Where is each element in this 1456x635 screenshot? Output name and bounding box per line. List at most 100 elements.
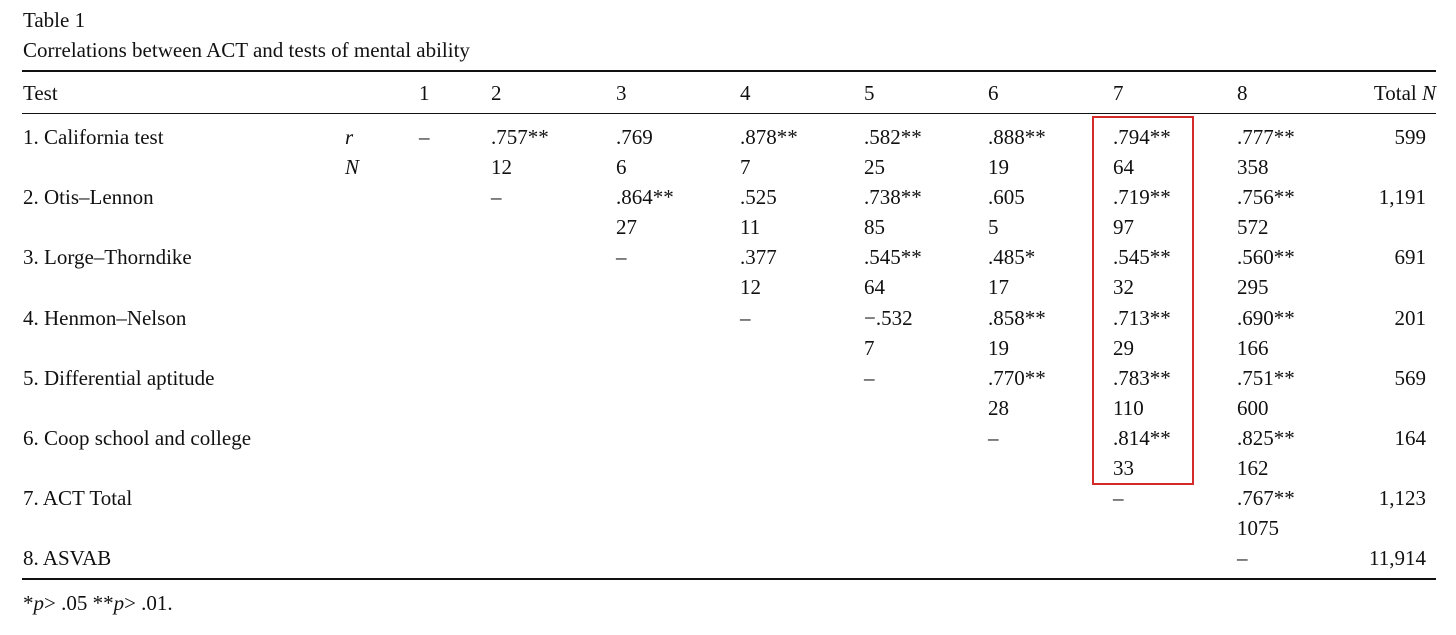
correlation-cell: .525 bbox=[740, 185, 777, 209]
correlation-cell: .719** bbox=[1113, 185, 1171, 209]
correlation-cell: .858** bbox=[988, 306, 1046, 330]
column-header-5: 5 bbox=[864, 81, 875, 105]
sample-size-cell: 12 bbox=[491, 155, 512, 179]
sample-size-cell: 5 bbox=[988, 215, 999, 239]
total-n-cell: 1,123 bbox=[1378, 486, 1426, 510]
column-header-4: 4 bbox=[740, 81, 751, 105]
sample-size-cell: 29 bbox=[1113, 336, 1134, 360]
row-label: 3. Lorge–Thorndike bbox=[23, 245, 192, 269]
correlation-cell: .605 bbox=[988, 185, 1025, 209]
sample-size-cell: 97 bbox=[1113, 215, 1134, 239]
correlation-cell: .888** bbox=[988, 125, 1046, 149]
correlation-cell: .769 bbox=[616, 125, 653, 149]
column-header-6: 6 bbox=[988, 81, 999, 105]
column-header-7: 7 bbox=[1113, 81, 1124, 105]
row-label: 4. Henmon–Nelson bbox=[23, 306, 187, 330]
sample-size-cell: 33 bbox=[1113, 456, 1134, 480]
sample-size-cell: 28 bbox=[988, 396, 1009, 420]
correlation-cell: .751** bbox=[1237, 366, 1295, 390]
correlation-cell: .690** bbox=[1237, 306, 1295, 330]
correlation-cell: −.532 bbox=[864, 306, 913, 330]
sample-size-cell: 11 bbox=[740, 215, 761, 239]
sample-size-cell: 295 bbox=[1237, 275, 1269, 299]
sample-size-cell: 572 bbox=[1237, 215, 1269, 239]
correlation-cell: – bbox=[491, 185, 502, 209]
correlation-cell: – bbox=[740, 306, 751, 330]
footnote-star: * bbox=[23, 591, 34, 615]
row-label: 1. California test bbox=[23, 125, 164, 149]
correlation-cell: .738** bbox=[864, 185, 922, 209]
correlation-cell: – bbox=[1113, 486, 1124, 510]
correlation-cell: .485* bbox=[988, 245, 1036, 269]
total-n-cell: 164 bbox=[1394, 426, 1427, 450]
correlation-cell: – bbox=[616, 245, 627, 269]
total-n-cell: 691 bbox=[1394, 245, 1427, 269]
sample-size-cell: 358 bbox=[1237, 155, 1269, 179]
header-rule bbox=[22, 113, 1436, 114]
total-n-cell: 1,191 bbox=[1378, 185, 1426, 209]
correlation-cell: – bbox=[988, 426, 999, 450]
correlation-cell: .756** bbox=[1237, 185, 1295, 209]
correlation-cell: .783** bbox=[1113, 366, 1171, 390]
sample-size-cell: 64 bbox=[864, 275, 885, 299]
column-header-8: 8 bbox=[1237, 81, 1248, 105]
row-label: 5. Differential aptitude bbox=[23, 366, 215, 390]
sample-size-cell: 6 bbox=[616, 155, 627, 179]
correlation-cell: – bbox=[1237, 546, 1248, 570]
correlation-cell: .777** bbox=[1237, 125, 1295, 149]
sample-size-cell: 19 bbox=[988, 336, 1009, 360]
row-label: 7. ACT Total bbox=[23, 486, 133, 510]
sample-size-cell: 64 bbox=[1113, 155, 1134, 179]
sample-size-cell: 27 bbox=[616, 215, 637, 239]
correlation-cell: .545** bbox=[1113, 245, 1171, 269]
footnote-threshold-2: > .01. bbox=[124, 591, 173, 615]
row-label: 6. Coop school and college bbox=[23, 426, 252, 450]
total-n-label: N bbox=[1421, 81, 1436, 105]
total-n-cell: 11,914 bbox=[1369, 546, 1426, 570]
top-rule bbox=[22, 70, 1436, 72]
correlation-cell: .814** bbox=[1113, 426, 1171, 450]
total-label: Total bbox=[1373, 81, 1422, 105]
column-header-3: 3 bbox=[616, 81, 627, 105]
stat-label-r: r bbox=[345, 125, 354, 149]
correlation-cell: .825** bbox=[1237, 426, 1295, 450]
correlation-cell: .767** bbox=[1237, 486, 1295, 510]
correlation-cell: – bbox=[864, 366, 875, 390]
column-header-total-n: Total N bbox=[1374, 80, 1436, 106]
table-label: Table 1 bbox=[23, 8, 86, 32]
total-n-cell: 599 bbox=[1394, 125, 1427, 149]
footnote-threshold-1: > .05 ** bbox=[44, 591, 114, 615]
sample-size-cell: 17 bbox=[988, 275, 1009, 299]
correlation-cell: .757** bbox=[491, 125, 549, 149]
sample-size-cell: 85 bbox=[864, 215, 885, 239]
correlation-cell: .878** bbox=[740, 125, 798, 149]
correlation-cell: .794** bbox=[1113, 125, 1171, 149]
sample-size-cell: 7 bbox=[740, 155, 751, 179]
column-header-1: 1 bbox=[419, 81, 430, 105]
row-label: 8. ASVAB bbox=[23, 546, 112, 570]
stat-label-n: N bbox=[345, 155, 360, 179]
row-label: 2. Otis–Lennon bbox=[23, 185, 154, 209]
sample-size-cell: 600 bbox=[1237, 396, 1269, 420]
correlation-cell: .560** bbox=[1237, 245, 1295, 269]
correlation-cell: .713** bbox=[1113, 306, 1171, 330]
sample-size-cell: 25 bbox=[864, 155, 885, 179]
correlation-cell: .770** bbox=[988, 366, 1046, 390]
sample-size-cell: 32 bbox=[1113, 275, 1134, 299]
footnote-p: p bbox=[33, 591, 45, 615]
correlation-cell: .545** bbox=[864, 245, 922, 269]
footnote-p: p bbox=[113, 591, 125, 615]
correlation-cell: – bbox=[419, 125, 430, 149]
column-header-2: 2 bbox=[491, 81, 502, 105]
total-n-cell: 569 bbox=[1394, 366, 1427, 390]
sample-size-cell: 1075 bbox=[1237, 516, 1279, 540]
correlation-cell: .582** bbox=[864, 125, 922, 149]
column-header-test: Test bbox=[23, 81, 58, 105]
table-footnote: *p> .05 **p> .01. bbox=[23, 590, 173, 616]
total-n-cell: 201 bbox=[1394, 306, 1427, 330]
sample-size-cell: 110 bbox=[1113, 396, 1144, 420]
correlation-cell: .377 bbox=[740, 245, 777, 269]
sample-size-cell: 7 bbox=[864, 336, 875, 360]
sample-size-cell: 19 bbox=[988, 155, 1009, 179]
sample-size-cell: 12 bbox=[740, 275, 761, 299]
